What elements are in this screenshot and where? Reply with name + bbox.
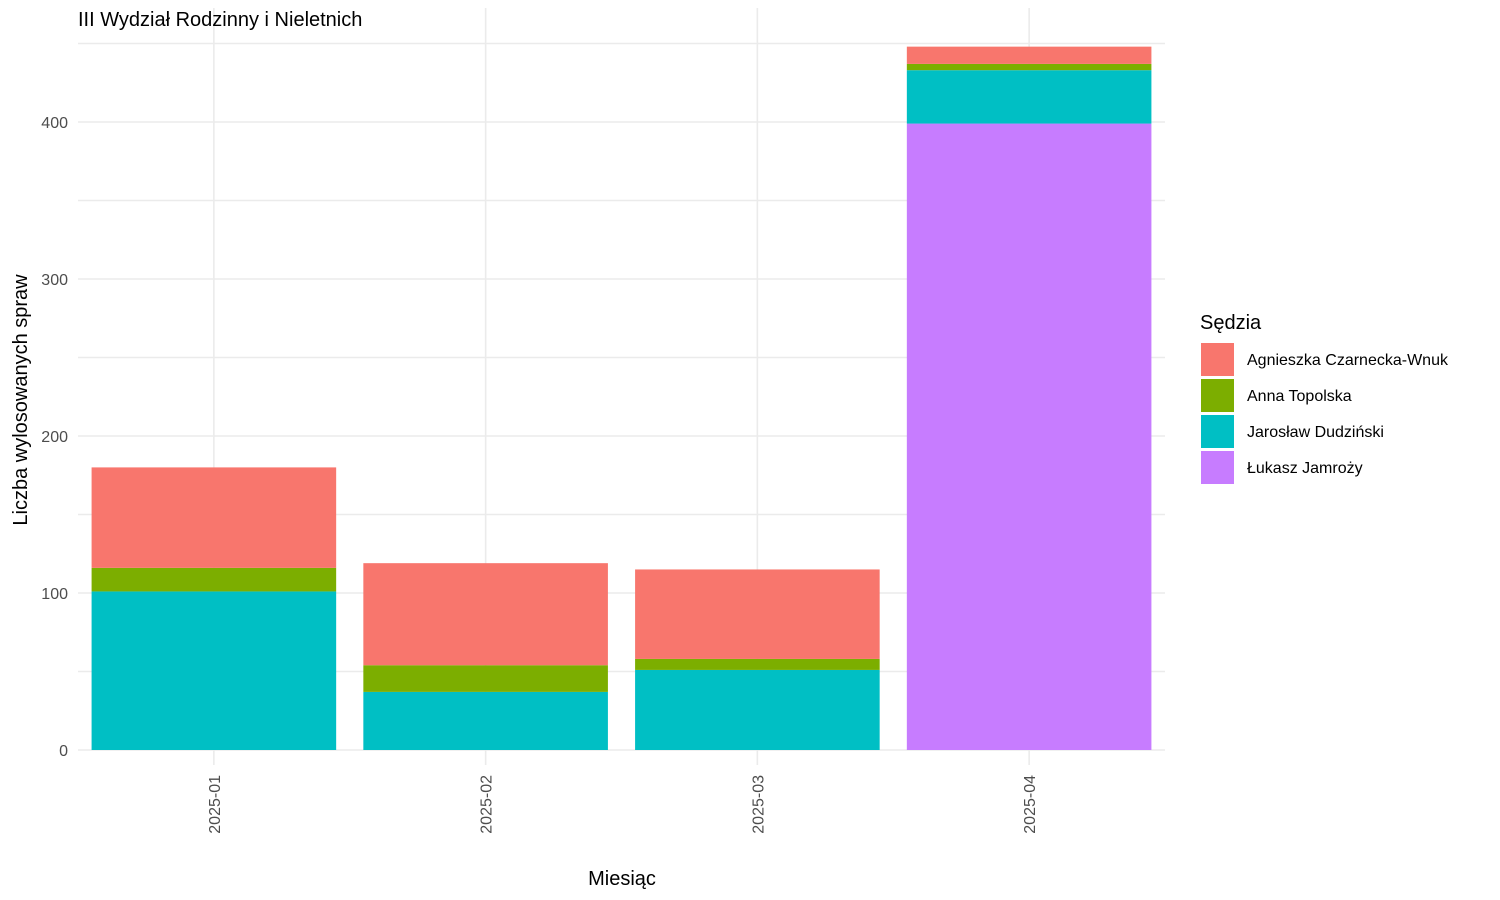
x-tick-label: 2025-03 bbox=[750, 775, 767, 834]
bar-segment bbox=[635, 669, 880, 750]
y-tick-label: 200 bbox=[41, 429, 68, 446]
bar-segment bbox=[363, 665, 608, 692]
y-tick-labels: 0 100 200 300 400 bbox=[41, 115, 68, 760]
legend-swatch bbox=[1201, 415, 1234, 448]
x-tick-label: 2025-04 bbox=[1022, 775, 1039, 834]
x-tick-labels: 2025-01 2025-02 2025-03 2025-04 bbox=[207, 775, 1039, 834]
bar-segment bbox=[91, 591, 337, 750]
y-tick-label: 300 bbox=[41, 272, 68, 289]
bar-segment bbox=[906, 123, 1152, 750]
bar-segment bbox=[906, 46, 1152, 64]
bar-segment bbox=[91, 467, 337, 568]
legend-label: Jarosław Dudziński bbox=[1247, 424, 1384, 441]
x-tick-label: 2025-02 bbox=[479, 775, 496, 834]
bars bbox=[91, 46, 1152, 750]
legend-swatch bbox=[1201, 451, 1234, 484]
legend: Sędzia Agnieszka Czarnecka-Wnuk Anna Topo… bbox=[1200, 312, 1449, 484]
y-tick-label: 400 bbox=[41, 115, 68, 132]
legend-label: Łukasz Jamroży bbox=[1247, 460, 1363, 477]
y-axis-title: Liczba wylosowanych spraw bbox=[10, 274, 32, 526]
chart-title: III Wydział Rodzinny i Nieletnich bbox=[78, 9, 362, 31]
bar-segment bbox=[91, 567, 337, 592]
legend-label: Agnieszka Czarnecka-Wnuk bbox=[1247, 352, 1449, 369]
y-tick-label: 100 bbox=[41, 586, 68, 603]
y-tick-label: 0 bbox=[59, 743, 68, 760]
x-axis-title: Miesiąc bbox=[588, 868, 656, 890]
x-tick-label: 2025-01 bbox=[207, 775, 224, 834]
bar-segment bbox=[906, 63, 1152, 71]
bar-segment bbox=[906, 70, 1152, 124]
bar-segment bbox=[363, 691, 608, 750]
bar-segment bbox=[635, 569, 880, 659]
legend-swatch bbox=[1201, 343, 1234, 376]
bar-segment bbox=[363, 563, 608, 666]
legend-swatch bbox=[1201, 379, 1234, 412]
bar-segment bbox=[635, 658, 880, 670]
legend-title: Sędzia bbox=[1200, 312, 1262, 334]
legend-label: Anna Topolska bbox=[1247, 388, 1352, 405]
